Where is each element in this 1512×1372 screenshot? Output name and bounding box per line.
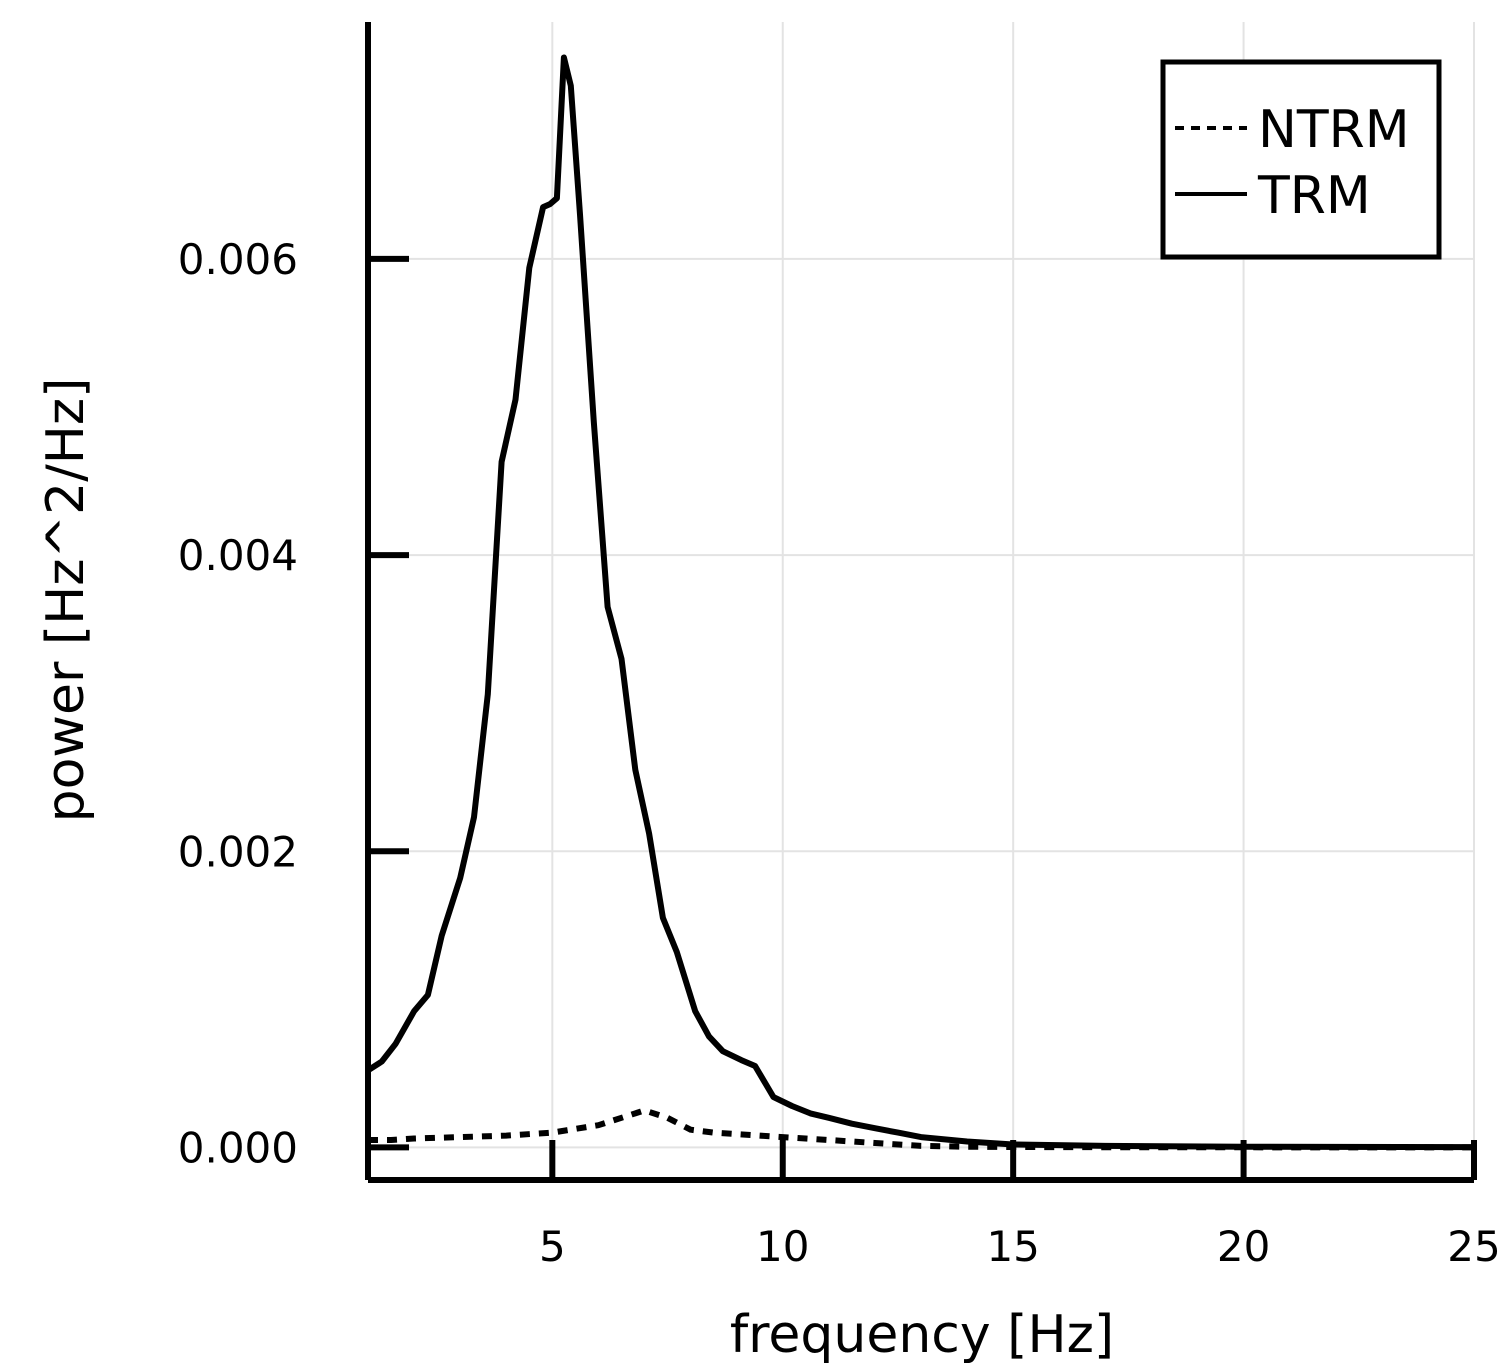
y-axis-ticks: 0.000 0.002 0.004 0.006 bbox=[178, 235, 409, 1172]
x-axis-title: frequency [Hz] bbox=[730, 1305, 1114, 1365]
x-tick-label: 20 bbox=[1217, 1222, 1270, 1271]
series-line-ntrm bbox=[368, 1107, 1474, 1151]
x-axis-ticks: 5 10 15 20 25 bbox=[539, 1140, 1501, 1271]
y-tick-label: 0.006 bbox=[178, 235, 298, 284]
legend-label-trm: TRM bbox=[1257, 166, 1371, 226]
legend-box bbox=[1160, 59, 1442, 260]
y-axis-title: power [Hz^2/Hz] bbox=[36, 378, 96, 823]
y-tick-label: 0.000 bbox=[178, 1123, 298, 1172]
series-line-trm bbox=[366, 54, 1475, 1151]
x-tick-label: 10 bbox=[756, 1222, 809, 1271]
x-tick-label: 15 bbox=[986, 1222, 1039, 1271]
y-tick-label: 0.002 bbox=[178, 827, 298, 876]
legend: NTRM TRM bbox=[1160, 59, 1442, 260]
x-tick-label: 25 bbox=[1447, 1222, 1500, 1271]
legend-label-ntrm: NTRM bbox=[1258, 100, 1410, 160]
y-tick-label: 0.004 bbox=[178, 531, 298, 580]
x-tick-label: 5 bbox=[539, 1222, 566, 1271]
series-layer bbox=[366, 54, 1475, 1151]
